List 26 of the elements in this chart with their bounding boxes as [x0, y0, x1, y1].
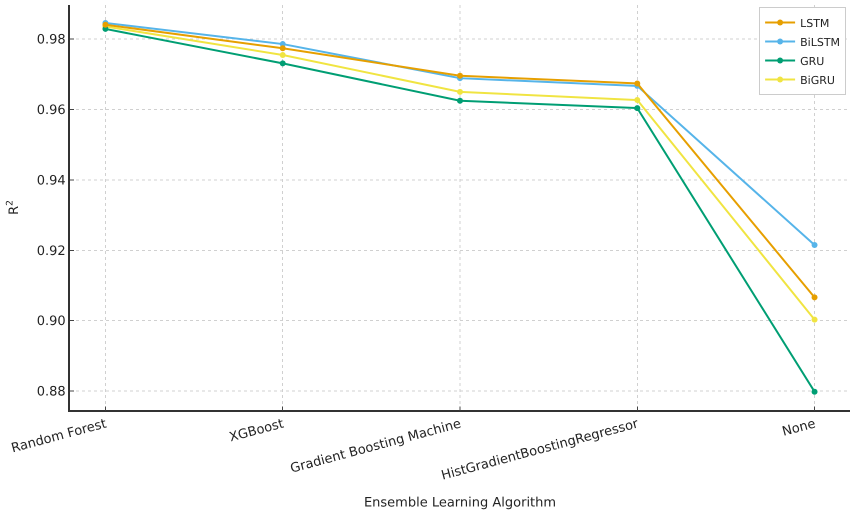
y-tick-label: 0.88	[36, 384, 66, 400]
legend-label: LSTM	[800, 16, 830, 30]
point	[634, 105, 640, 112]
point	[812, 294, 818, 300]
x-axis-title: Ensemble Learning Algorithm	[364, 496, 556, 511]
point	[457, 88, 463, 95]
y-tick-label: 0.96	[36, 103, 66, 118]
point	[634, 97, 640, 103]
point	[812, 242, 818, 248]
y-tick-label: 0.98	[36, 32, 66, 48]
y-tick-label: 0.90	[36, 314, 66, 330]
y-tick-label: 0.94	[36, 173, 66, 188]
point	[280, 52, 286, 58]
y-tick-label: 0.92	[36, 244, 66, 259]
point	[812, 388, 818, 395]
point	[634, 80, 640, 86]
x-tick-label: None	[780, 416, 818, 440]
point	[812, 316, 818, 323]
legend-label: BiGRU	[800, 74, 835, 87]
legend-label: BiLSTM	[800, 36, 840, 49]
x-tick-label: Random Forest	[10, 416, 108, 456]
point	[457, 98, 463, 104]
point	[280, 60, 286, 66]
point	[280, 45, 286, 52]
point	[457, 72, 463, 79]
legend-label: GRU	[800, 54, 824, 68]
